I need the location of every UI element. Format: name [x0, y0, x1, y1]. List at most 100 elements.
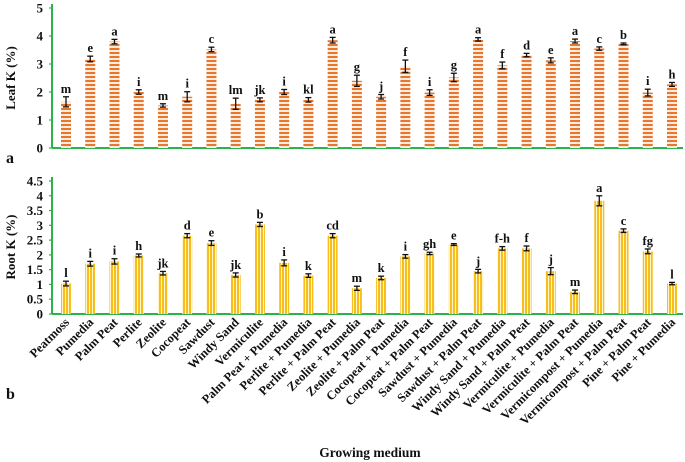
significance-letter: j	[475, 254, 480, 268]
bar	[618, 230, 629, 314]
significance-letter: b	[620, 28, 627, 42]
y-tick-label: 3.5	[27, 203, 44, 218]
bar	[594, 200, 605, 314]
significance-letter: cd	[326, 219, 339, 233]
bar	[327, 235, 338, 314]
significance-letter: g	[451, 58, 458, 72]
bar	[206, 243, 217, 314]
significance-letter: l	[64, 266, 68, 280]
y-tick-label: 0	[37, 141, 44, 156]
significance-letter: d	[184, 219, 191, 233]
significance-letter: i	[404, 240, 408, 254]
significance-letter: l	[670, 267, 674, 281]
leaf-k-chart: 0 1 2 3 4 5 Leaf K (%) a m e a i m i c lm jk i kl a g j f i g a f d…	[3, 1, 683, 167]
bar	[376, 277, 387, 314]
significance-letter: i	[282, 245, 286, 259]
significance-letter: jk	[156, 256, 168, 270]
significance-letter: f	[500, 47, 505, 61]
bar	[254, 99, 265, 148]
significance-letter: gh	[423, 237, 436, 251]
bar	[545, 60, 556, 148]
significance-letter: kl	[303, 83, 314, 97]
bar	[448, 77, 459, 148]
significance-letter: jk	[229, 258, 241, 272]
significance-letter: c	[209, 32, 215, 46]
y-tick-label: 1	[37, 113, 44, 128]
y-tick-label: 2	[37, 247, 44, 262]
significance-letter: c	[596, 32, 602, 46]
y-tick-label: 4	[37, 188, 44, 203]
bar	[351, 288, 362, 314]
bar	[109, 41, 120, 148]
y-tick-label: 3	[37, 218, 44, 233]
bar	[448, 244, 459, 314]
bar	[424, 92, 435, 148]
bar	[424, 253, 435, 314]
bar	[400, 256, 411, 314]
bar	[351, 80, 362, 148]
significance-letter: h	[669, 67, 676, 81]
y-tick-label: 2.5	[27, 233, 44, 248]
bar	[400, 66, 411, 148]
bar	[109, 261, 120, 314]
y-tick-label: 1.5	[27, 262, 44, 277]
bar	[61, 283, 71, 314]
significance-letter: f-h	[495, 232, 510, 246]
bar	[667, 84, 677, 148]
significance-letter: fg	[643, 234, 654, 248]
panel-label: a	[6, 150, 14, 167]
bar	[182, 96, 193, 148]
bar	[133, 255, 144, 314]
bar	[254, 224, 265, 314]
significance-letter: m	[352, 271, 363, 285]
significance-letter: lm	[229, 83, 243, 97]
bar	[279, 262, 290, 314]
bar	[85, 263, 96, 314]
significance-letter: k	[378, 261, 385, 275]
bar	[667, 283, 677, 314]
significance-letter: b	[256, 207, 263, 221]
significance-letter: i	[113, 244, 117, 258]
bar	[85, 58, 96, 148]
x-axis-title: Growing medium	[319, 445, 421, 460]
bar	[473, 39, 484, 148]
bar	[230, 103, 241, 148]
bar	[157, 273, 168, 314]
y-tick-label: 0.5	[27, 292, 44, 307]
bar	[303, 99, 314, 148]
significance-letter: h	[135, 239, 142, 253]
y-tick-label: 4.5	[27, 174, 44, 189]
bar	[206, 49, 217, 148]
bar	[642, 251, 653, 314]
y-tick-label: 4	[37, 29, 44, 44]
significance-letter: a	[475, 23, 482, 37]
bar	[642, 92, 653, 148]
significance-letter: jk	[253, 83, 265, 97]
y-tick-label: 0	[37, 307, 44, 322]
significance-letter: g	[354, 60, 361, 74]
y-axis-title: Leaf K (%)	[3, 46, 18, 110]
bar	[133, 92, 144, 148]
y-tick-label: 3	[37, 57, 44, 72]
significance-letter: e	[87, 41, 93, 55]
significance-letter: i	[428, 75, 432, 89]
bar	[521, 248, 532, 314]
significance-letter: c	[621, 214, 627, 228]
significance-letter: e	[548, 43, 554, 57]
panel-label: b	[6, 386, 15, 403]
significance-letter: a	[330, 22, 337, 36]
bar	[570, 41, 581, 148]
significance-letter: e	[451, 229, 457, 243]
significance-letter: k	[305, 259, 312, 273]
significance-letter: m	[158, 89, 169, 103]
significance-letter: m	[570, 275, 581, 289]
significance-letter: m	[61, 82, 72, 96]
significance-letter: e	[209, 226, 215, 240]
bar	[594, 48, 605, 148]
bar	[376, 96, 387, 148]
bar	[279, 92, 290, 148]
bar	[230, 274, 241, 314]
bar	[545, 271, 556, 314]
y-tick-label: 2	[37, 85, 44, 100]
